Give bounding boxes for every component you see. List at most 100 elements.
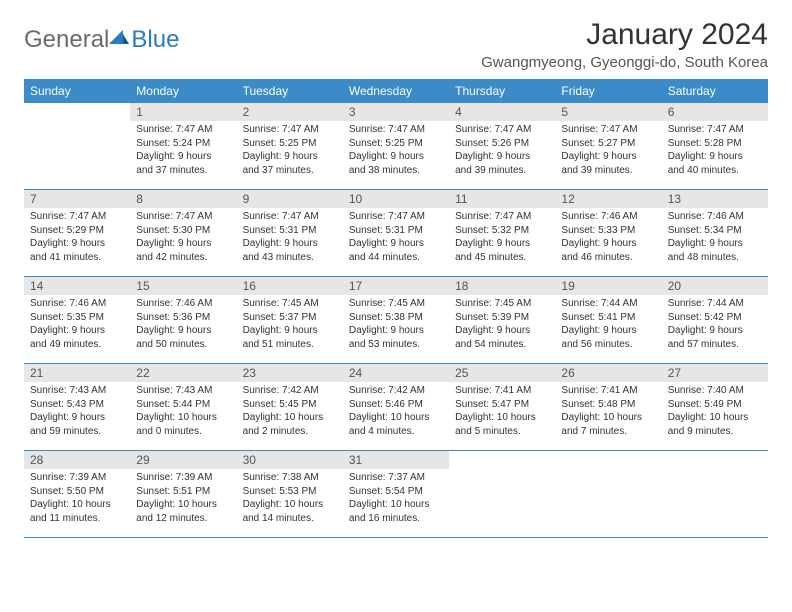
day-info-line: Daylight: 9 hours and 37 minutes. [136,150,230,177]
day-info-line: Sunset: 5:30 PM [136,224,230,238]
location-text: Gwangmyeong, Gyeonggi-do, South Korea [481,54,768,71]
day-cell: 26Sunrise: 7:41 AMSunset: 5:48 PMDayligh… [555,364,661,450]
day-info-line: Sunset: 5:53 PM [243,485,337,499]
week-row: 21Sunrise: 7:43 AMSunset: 5:43 PMDayligh… [24,364,768,451]
day-number: 11 [449,190,555,208]
day-content: Sunrise: 7:46 AMSunset: 5:35 PMDaylight:… [24,295,130,353]
day-number: 12 [555,190,661,208]
day-number: 5 [555,103,661,121]
day-cell: 27Sunrise: 7:40 AMSunset: 5:49 PMDayligh… [662,364,768,450]
day-content: Sunrise: 7:43 AMSunset: 5:43 PMDaylight:… [24,382,130,440]
day-number: 8 [130,190,236,208]
day-cell: 12Sunrise: 7:46 AMSunset: 5:33 PMDayligh… [555,190,661,276]
day-info-line: Sunrise: 7:38 AM [243,471,337,485]
day-number: 17 [343,277,449,295]
day-info-line: Daylight: 9 hours and 37 minutes. [243,150,337,177]
day-number: 9 [237,190,343,208]
day-content: Sunrise: 7:45 AMSunset: 5:37 PMDaylight:… [237,295,343,353]
day-info-line: Sunrise: 7:47 AM [349,123,443,137]
day-info-line: Sunset: 5:25 PM [349,137,443,151]
day-cell: 22Sunrise: 7:43 AMSunset: 5:44 PMDayligh… [130,364,236,450]
day-info-line: Sunset: 5:29 PM [30,224,124,238]
day-info-line: Daylight: 10 hours and 0 minutes. [136,411,230,438]
day-info-line: Daylight: 9 hours and 50 minutes. [136,324,230,351]
day-content: Sunrise: 7:47 AMSunset: 5:29 PMDaylight:… [24,208,130,266]
day-content [555,455,661,459]
day-content: Sunrise: 7:47 AMSunset: 5:32 PMDaylight:… [449,208,555,266]
day-headers-row: SundayMondayTuesdayWednesdayThursdayFrid… [24,79,768,103]
day-cell [662,451,768,537]
day-number: 28 [24,451,130,469]
day-info-line: Sunset: 5:37 PM [243,311,337,325]
day-number: 22 [130,364,236,382]
day-cell: 19Sunrise: 7:44 AMSunset: 5:41 PMDayligh… [555,277,661,363]
day-info-line: Sunset: 5:45 PM [243,398,337,412]
day-info-line: Daylight: 9 hours and 38 minutes. [349,150,443,177]
day-number: 21 [24,364,130,382]
day-number: 24 [343,364,449,382]
day-cell: 14Sunrise: 7:46 AMSunset: 5:35 PMDayligh… [24,277,130,363]
day-content: Sunrise: 7:47 AMSunset: 5:27 PMDaylight:… [555,121,661,179]
day-info-line: Sunrise: 7:45 AM [455,297,549,311]
logo: General Blue [24,18,179,54]
day-info-line: Sunrise: 7:47 AM [243,210,337,224]
logo-text-general: General [24,26,109,54]
day-info-line: Sunset: 5:32 PM [455,224,549,238]
day-number: 25 [449,364,555,382]
day-content: Sunrise: 7:46 AMSunset: 5:33 PMDaylight:… [555,208,661,266]
day-info-line: Daylight: 9 hours and 39 minutes. [455,150,549,177]
day-number: 18 [449,277,555,295]
day-info-line: Sunset: 5:44 PM [136,398,230,412]
day-content: Sunrise: 7:47 AMSunset: 5:26 PMDaylight:… [449,121,555,179]
day-number: 4 [449,103,555,121]
day-info-line: Sunset: 5:27 PM [561,137,655,151]
day-info-line: Daylight: 10 hours and 5 minutes. [455,411,549,438]
day-info-line: Sunrise: 7:42 AM [349,384,443,398]
day-info-line: Sunrise: 7:47 AM [349,210,443,224]
day-cell [449,451,555,537]
day-cell: 8Sunrise: 7:47 AMSunset: 5:30 PMDaylight… [130,190,236,276]
day-info-line: Sunrise: 7:46 AM [668,210,762,224]
day-cell: 13Sunrise: 7:46 AMSunset: 5:34 PMDayligh… [662,190,768,276]
day-info-line: Sunrise: 7:47 AM [243,123,337,137]
day-cell: 7Sunrise: 7:47 AMSunset: 5:29 PMDaylight… [24,190,130,276]
day-info-line: Daylight: 10 hours and 4 minutes. [349,411,443,438]
day-info-line: Daylight: 10 hours and 7 minutes. [561,411,655,438]
day-content: Sunrise: 7:45 AMSunset: 5:38 PMDaylight:… [343,295,449,353]
day-number: 3 [343,103,449,121]
day-cell [555,451,661,537]
day-header-tuesday: Tuesday [237,79,343,103]
day-header-friday: Friday [555,79,661,103]
day-content: Sunrise: 7:39 AMSunset: 5:51 PMDaylight:… [130,469,236,527]
day-info-line: Sunset: 5:28 PM [668,137,762,151]
day-info-line: Daylight: 9 hours and 44 minutes. [349,237,443,264]
day-cell: 3 Sunrise: 7:47 AMSunset: 5:25 PMDaylight… [343,103,449,189]
calendar-grid: SundayMondayTuesdayWednesdayThursdayFrid… [24,79,768,538]
day-number: 10 [343,190,449,208]
day-info-line: Sunset: 5:31 PM [243,224,337,238]
day-info-line: Sunrise: 7:37 AM [349,471,443,485]
header-right: January 2024 Gwangmyeong, Gyeonggi-do, S… [481,18,768,71]
day-number: 7 [24,190,130,208]
day-info-line: Sunset: 5:48 PM [561,398,655,412]
day-content: Sunrise: 7:39 AMSunset: 5:50 PMDaylight:… [24,469,130,527]
day-content: Sunrise: 7:47 AMSunset: 5:24 PMDaylight:… [130,121,236,179]
day-info-line: Sunset: 5:26 PM [455,137,549,151]
day-info-line: Sunrise: 7:40 AM [668,384,762,398]
day-header-thursday: Thursday [449,79,555,103]
day-cell: 23Sunrise: 7:42 AMSunset: 5:45 PMDayligh… [237,364,343,450]
day-cell: 15Sunrise: 7:46 AMSunset: 5:36 PMDayligh… [130,277,236,363]
day-info-line: Sunrise: 7:45 AM [243,297,337,311]
day-info-line: Daylight: 10 hours and 16 minutes. [349,498,443,525]
calendar-page: General Blue January 2024 Gwangmyeong, G… [0,0,792,556]
day-info-line: Sunset: 5:42 PM [668,311,762,325]
day-number: 29 [130,451,236,469]
day-cell: 25Sunrise: 7:41 AMSunset: 5:47 PMDayligh… [449,364,555,450]
day-number: 2 [237,103,343,121]
page-header: General Blue January 2024 Gwangmyeong, G… [24,18,768,71]
day-cell: 21Sunrise: 7:43 AMSunset: 5:43 PMDayligh… [24,364,130,450]
day-cell: 16Sunrise: 7:45 AMSunset: 5:37 PMDayligh… [237,277,343,363]
day-info-line: Sunrise: 7:47 AM [455,123,549,137]
day-content: Sunrise: 7:43 AMSunset: 5:44 PMDaylight:… [130,382,236,440]
day-info-line: Sunrise: 7:42 AM [243,384,337,398]
